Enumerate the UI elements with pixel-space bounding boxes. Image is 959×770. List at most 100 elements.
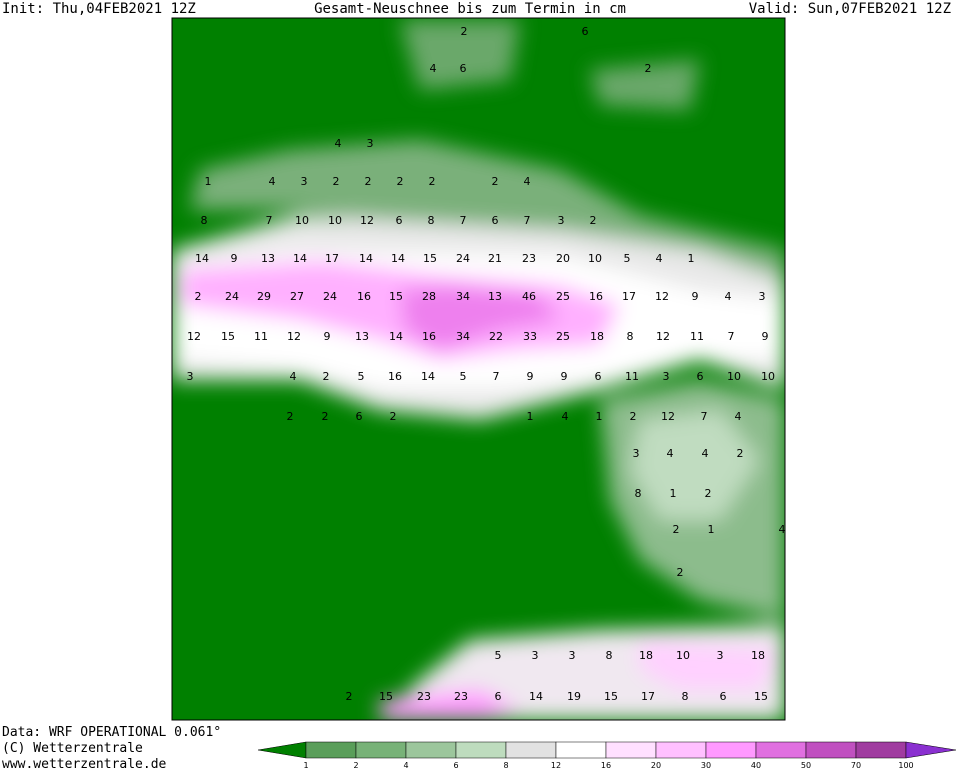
colorbar-label: 6 xyxy=(453,761,458,770)
colorbar-segment xyxy=(605,741,657,759)
snow-label: 17 xyxy=(641,690,655,703)
map xyxy=(172,18,785,720)
colorbar-label: 70 xyxy=(851,761,861,770)
snow-label: 3 xyxy=(187,370,194,383)
snow-label: 3 xyxy=(301,175,308,188)
colorbar-label: 2 xyxy=(353,761,358,770)
snow-label: 14 xyxy=(389,330,403,343)
snow-label: 12 xyxy=(656,330,670,343)
snow-label: 16 xyxy=(357,290,371,303)
footer-copyright: (C) Wetterzentrale xyxy=(2,741,143,756)
snow-label: 4 xyxy=(725,290,732,303)
colorbar-label: 40 xyxy=(751,761,761,770)
colorbar-segment xyxy=(455,741,507,759)
snow-label: 14 xyxy=(391,252,405,265)
snow-label: 15 xyxy=(389,290,403,303)
snow-label: 13 xyxy=(488,290,502,303)
snow-label: 9 xyxy=(561,370,568,383)
snow-label: 2 xyxy=(365,175,372,188)
snow-label: 7 xyxy=(524,214,531,227)
snow-label: 2 xyxy=(397,175,404,188)
snow-label: 15 xyxy=(221,330,235,343)
snow-label: 23 xyxy=(417,690,431,703)
snow-label: 8 xyxy=(682,690,689,703)
colorbar-segment xyxy=(355,741,407,759)
snow-label: 3 xyxy=(367,137,374,150)
colorbar-segment xyxy=(755,741,807,759)
snow-label: 11 xyxy=(625,370,639,383)
snow-label: 8 xyxy=(635,487,642,500)
snow-label: 24 xyxy=(456,252,470,265)
snow-label: 34 xyxy=(456,330,470,343)
snow-label: 8 xyxy=(606,649,613,662)
snow-label: 14 xyxy=(421,370,435,383)
snow-label: 23 xyxy=(454,690,468,703)
snow-label: 13 xyxy=(261,252,275,265)
snow-label: 5 xyxy=(460,370,467,383)
snow-label: 2 xyxy=(677,566,684,579)
snow-label: 24 xyxy=(323,290,337,303)
snow-label: 18 xyxy=(639,649,653,662)
colorbar-segment xyxy=(805,741,857,759)
snow-label: 17 xyxy=(622,290,636,303)
snow-label: 14 xyxy=(293,252,307,265)
colorbar-label: 12 xyxy=(551,761,561,770)
snow-label: 23 xyxy=(522,252,536,265)
colorbar-segment xyxy=(855,741,907,759)
snow-label: 1 xyxy=(670,487,677,500)
snow-label: 10 xyxy=(727,370,741,383)
colorbar: 1 2 4 6 8 12 16 20 30 40 50 70 100 xyxy=(257,741,957,770)
snow-label: 14 xyxy=(359,252,373,265)
snow-label: 2 xyxy=(705,487,712,500)
colorbar-segment xyxy=(705,741,757,759)
snow-label: 16 xyxy=(589,290,603,303)
snow-label: 15 xyxy=(379,690,393,703)
init-text: Init: Thu,04FEB2021 12Z xyxy=(2,1,196,17)
snow-label: 5 xyxy=(624,252,631,265)
snow-label: 1 xyxy=(596,410,603,423)
colorbar-label: 50 xyxy=(801,761,811,770)
snow-label: 10 xyxy=(328,214,342,227)
snow-label: 15 xyxy=(754,690,768,703)
snow-label: 6 xyxy=(697,370,704,383)
snow-label: 4 xyxy=(656,252,663,265)
snow-label: 2 xyxy=(492,175,499,188)
snow-label: 8 xyxy=(428,214,435,227)
snow-label: 34 xyxy=(456,290,470,303)
snow-label: 10 xyxy=(761,370,775,383)
colorbar-label: 20 xyxy=(651,761,661,770)
snow-label: 15 xyxy=(423,252,437,265)
snow-label: 4 xyxy=(702,447,709,460)
snow-label: 7 xyxy=(701,410,708,423)
colorbar-arrow xyxy=(905,741,957,759)
snow-label: 25 xyxy=(556,330,570,343)
snow-label: 29 xyxy=(257,290,271,303)
snow-label: 4 xyxy=(779,523,786,536)
snow-label: 2 xyxy=(673,523,680,536)
snow-label: 46 xyxy=(522,290,536,303)
colorbar-label: 4 xyxy=(403,761,408,770)
footer-url: www.wetterzentrale.de xyxy=(2,757,167,770)
colorbar-label: 16 xyxy=(601,761,611,770)
snow-label: 18 xyxy=(751,649,765,662)
snow-label: 2 xyxy=(287,410,294,423)
colorbar-segment xyxy=(655,741,707,759)
snow-label: 11 xyxy=(690,330,704,343)
snow-label: 4 xyxy=(335,137,342,150)
snow-label: 7 xyxy=(493,370,500,383)
snow-label: 15 xyxy=(604,690,618,703)
snow-label: 22 xyxy=(489,330,503,343)
snow-label: 6 xyxy=(396,214,403,227)
snow-label: 11 xyxy=(254,330,268,343)
snow-label: 5 xyxy=(495,649,502,662)
snow-label: 2 xyxy=(461,25,468,38)
snow-label: 12 xyxy=(655,290,669,303)
snow-label: 4 xyxy=(735,410,742,423)
snow-label: 6 xyxy=(720,690,727,703)
snow-label: 8 xyxy=(201,214,208,227)
snow-label: 7 xyxy=(266,214,273,227)
snow-label: 19 xyxy=(567,690,581,703)
valid-text: Valid: Sun,07FEB2021 12Z xyxy=(749,1,951,17)
snow-label: 28 xyxy=(422,290,436,303)
